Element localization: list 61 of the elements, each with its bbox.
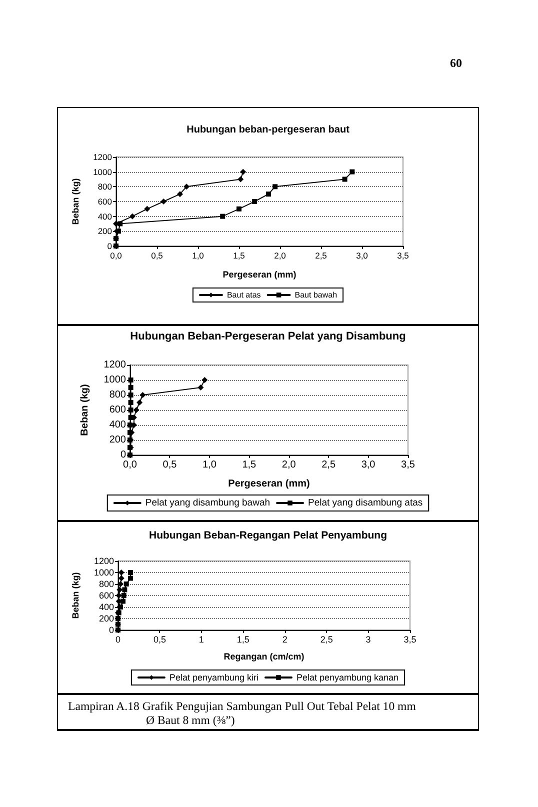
y-tick-label: 800 <box>98 182 112 192</box>
x-tick-label: 3,5 <box>404 634 416 644</box>
y-tick-label: 0 <box>107 241 112 251</box>
y-tick-label: 600 <box>98 196 112 206</box>
legend-label: Pelat penyambung kanan <box>296 672 399 682</box>
x-tick-label: 0,5 <box>153 634 166 644</box>
x-tick-label: 0,5 <box>151 250 164 260</box>
y-axis-title: Beban (kg) <box>80 384 90 436</box>
y-tick-label: 1200 <box>93 152 112 162</box>
y-tick-label: 1200 <box>104 360 126 370</box>
y-axis-title: Beban (kg) <box>70 572 80 619</box>
legend-label: Pelat yang disambung atas <box>308 498 423 508</box>
chart-title: Hubungan Beban-Regangan Pelat Penyambung <box>148 530 388 542</box>
y-tick-label: 400 <box>109 420 126 430</box>
x-tick-label: 1,5 <box>236 634 250 644</box>
chart-title: Hubungan Beban-Pergeseran Pelat yang Disambung <box>130 330 406 342</box>
x-axis-title: Regangan (cm/cm) <box>224 652 304 662</box>
x-tick-label: 3,5 <box>397 250 410 260</box>
y-tick-label: 600 <box>98 590 114 600</box>
y-tick-label: 0 <box>120 450 126 460</box>
legend-label: Baut atas <box>226 290 261 300</box>
y-tick-label: 400 <box>98 211 112 222</box>
x-tick-label: 1,0 <box>202 460 217 470</box>
y-tick-label: 1200 <box>94 556 114 566</box>
x-axis-title: Pergeseran (mm) <box>222 270 296 280</box>
x-tick-label: 0,0 <box>123 460 138 470</box>
y-tick-label: 800 <box>109 390 126 400</box>
x-tick-label: 3 <box>366 634 371 644</box>
x-axis-title: Pergeseran (mm) <box>228 478 310 490</box>
x-tick-label: 3,0 <box>361 460 376 470</box>
y-tick-label: 200 <box>98 226 112 236</box>
text: Lampiran A.18 Grafik Pengujian Sambungan Pull Out Tebal Pelat 10 mm Ø Baut 8 mm (⅜”) <box>67 699 417 727</box>
x-tick-label: 1,5 <box>233 250 246 260</box>
y-tick-label: 1000 <box>93 166 112 177</box>
text: 60 <box>449 56 462 71</box>
x-tick-label: 0,5 <box>162 460 178 470</box>
x-tick-label: 2,5 <box>315 250 328 260</box>
y-tick-label: 200 <box>98 614 114 624</box>
x-tick-label: 0,0 <box>110 250 122 260</box>
y-axis-title: Beban (kg) <box>70 178 80 225</box>
legend-label: Pelat penyambung kiri <box>169 672 258 682</box>
x-tick-label: 2,5 <box>320 634 333 644</box>
y-tick-label: 200 <box>109 434 126 446</box>
x-tick-label: 2 <box>282 634 288 644</box>
x-tick-label: 2,0 <box>282 460 296 470</box>
x-tick-label: 3,0 <box>356 250 368 260</box>
x-tick-label: 2,0 <box>274 250 286 260</box>
x-tick-label: 1,5 <box>242 460 257 470</box>
x-tick-label: 2,5 <box>322 460 336 470</box>
y-tick-label: 0 <box>108 625 114 635</box>
legend-label: Baut bawah <box>294 290 338 300</box>
y-tick-label: 800 <box>98 579 114 589</box>
x-tick-label: 1,0 <box>192 250 204 260</box>
y-tick-label: 400 <box>98 602 114 612</box>
y-tick-label: 600 <box>109 404 126 416</box>
y-tick-label: 1000 <box>104 374 126 386</box>
x-tick-label: 3,5 <box>401 460 416 470</box>
legend-label: Pelat yang disambung bawah <box>145 498 270 508</box>
chart-title: Hubungan beban-pergeseran baut <box>186 124 350 136</box>
y-tick-label: 1000 <box>94 568 114 578</box>
x-tick-label: 1 <box>198 634 204 644</box>
